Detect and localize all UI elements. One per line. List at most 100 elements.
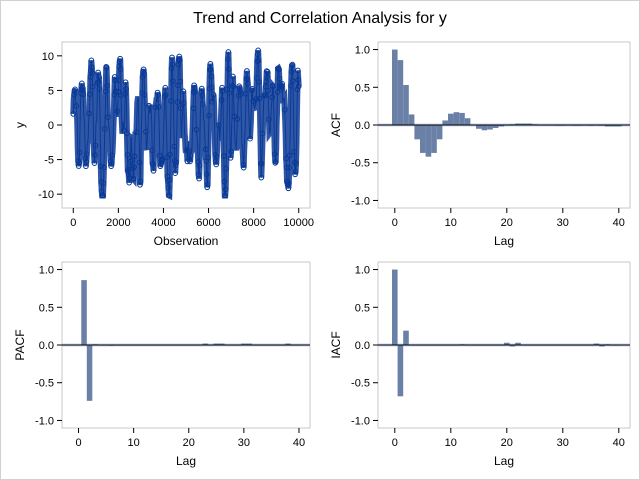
iacf-y-tick-label: 1.0 bbox=[355, 265, 370, 277]
series-point bbox=[218, 97, 225, 104]
series-point bbox=[291, 149, 298, 155]
series-point bbox=[228, 148, 234, 155]
series-point bbox=[123, 85, 129, 92]
series-point bbox=[272, 158, 279, 165]
iacf-y-axis-label: IACF bbox=[329, 331, 343, 358]
series-point bbox=[176, 57, 183, 63]
series-point bbox=[143, 128, 149, 135]
series-point bbox=[274, 89, 281, 95]
series-point bbox=[227, 155, 234, 161]
series-point bbox=[157, 152, 163, 159]
pacf-x-tick-label: 40 bbox=[293, 437, 305, 449]
series-point bbox=[240, 161, 247, 168]
series-point bbox=[149, 147, 155, 154]
series-point bbox=[154, 89, 161, 96]
pacf-y-tick-label: -1.0 bbox=[35, 415, 54, 427]
acf-y-tick-label: 1.0 bbox=[355, 45, 370, 57]
acf-bar bbox=[476, 125, 482, 129]
acf-y-tick-label: 0.5 bbox=[355, 82, 370, 94]
acf-bar bbox=[403, 85, 409, 125]
acf-y-tick-label: -0.5 bbox=[351, 158, 370, 170]
series-point bbox=[295, 76, 302, 83]
pacf-bar bbox=[241, 343, 247, 345]
series-point bbox=[237, 88, 243, 94]
series-point bbox=[249, 86, 256, 92]
series-point bbox=[196, 162, 203, 169]
series-point bbox=[263, 68, 270, 74]
series-point bbox=[230, 73, 236, 80]
series-point bbox=[256, 95, 263, 102]
pacf-bar bbox=[202, 343, 209, 345]
series-point bbox=[167, 151, 174, 158]
series-y-tick-label: -10 bbox=[38, 189, 54, 201]
series-point bbox=[226, 90, 233, 96]
series-point bbox=[192, 88, 198, 95]
series-point bbox=[169, 61, 176, 67]
series-point bbox=[177, 105, 184, 111]
iacf-x-axis-label: Lag bbox=[494, 454, 514, 468]
series-point bbox=[225, 56, 231, 62]
series-point bbox=[120, 127, 127, 133]
pacf-bar bbox=[213, 343, 220, 345]
series-point bbox=[286, 180, 292, 186]
series-point bbox=[84, 151, 90, 157]
pacf-y-tick-label: 1.0 bbox=[39, 265, 54, 277]
pacf-bar bbox=[219, 343, 225, 345]
series-point bbox=[262, 92, 269, 99]
series-point bbox=[112, 88, 119, 95]
series-point bbox=[223, 165, 229, 172]
series-point bbox=[286, 164, 293, 171]
acf-x-tick-label: 40 bbox=[613, 217, 625, 229]
acf-x-tick-label: 20 bbox=[501, 217, 513, 229]
series-point bbox=[193, 126, 200, 133]
series-x-tick-label: 2000 bbox=[106, 217, 130, 229]
series-point bbox=[204, 184, 210, 191]
series-x-tick-label: 0 bbox=[70, 217, 76, 229]
series-point bbox=[103, 64, 110, 71]
series-point bbox=[204, 181, 211, 188]
series-point bbox=[199, 101, 206, 107]
series-x-tick-label: 8000 bbox=[241, 217, 265, 229]
series-point bbox=[295, 83, 302, 90]
series-point bbox=[283, 155, 289, 162]
acf-bar bbox=[464, 118, 471, 125]
series-point bbox=[71, 91, 77, 98]
series-point bbox=[102, 126, 108, 132]
series-point bbox=[240, 164, 247, 171]
series-point bbox=[164, 154, 170, 160]
iacf-bar bbox=[509, 345, 516, 347]
series-point bbox=[276, 66, 282, 73]
series-point bbox=[124, 151, 131, 158]
pacf-x-tick-label: 30 bbox=[238, 437, 250, 449]
acf-bar bbox=[487, 125, 493, 130]
iacf-x-tick-label: 30 bbox=[557, 437, 569, 449]
acf-y-tick-label: 0.0 bbox=[355, 120, 370, 132]
pacf-x-tick-label: 10 bbox=[128, 437, 140, 449]
series-point bbox=[283, 164, 290, 171]
pacf-bar bbox=[246, 343, 253, 345]
acf-bar bbox=[420, 125, 426, 153]
pacf-bar bbox=[86, 345, 93, 401]
series-point bbox=[114, 108, 121, 114]
series-point bbox=[255, 47, 261, 54]
series-point bbox=[158, 159, 165, 166]
series-point bbox=[162, 84, 169, 91]
series-point bbox=[213, 161, 220, 168]
series-point bbox=[92, 152, 98, 158]
series-point bbox=[292, 171, 298, 178]
acf-bar bbox=[498, 125, 504, 127]
series-point bbox=[168, 98, 174, 104]
series-point bbox=[229, 82, 236, 89]
iacf-bar bbox=[504, 342, 510, 345]
series-point bbox=[88, 57, 95, 64]
series-x-tick-label: 10000 bbox=[283, 217, 314, 229]
series-point bbox=[146, 102, 152, 109]
series-y-tick-label: -5 bbox=[44, 155, 54, 167]
series-point bbox=[215, 122, 222, 128]
series-point bbox=[159, 156, 166, 162]
acf-bar bbox=[431, 125, 437, 153]
series-point bbox=[165, 184, 172, 191]
series-point bbox=[115, 89, 122, 95]
series-point bbox=[100, 192, 106, 199]
series-point bbox=[172, 170, 178, 176]
